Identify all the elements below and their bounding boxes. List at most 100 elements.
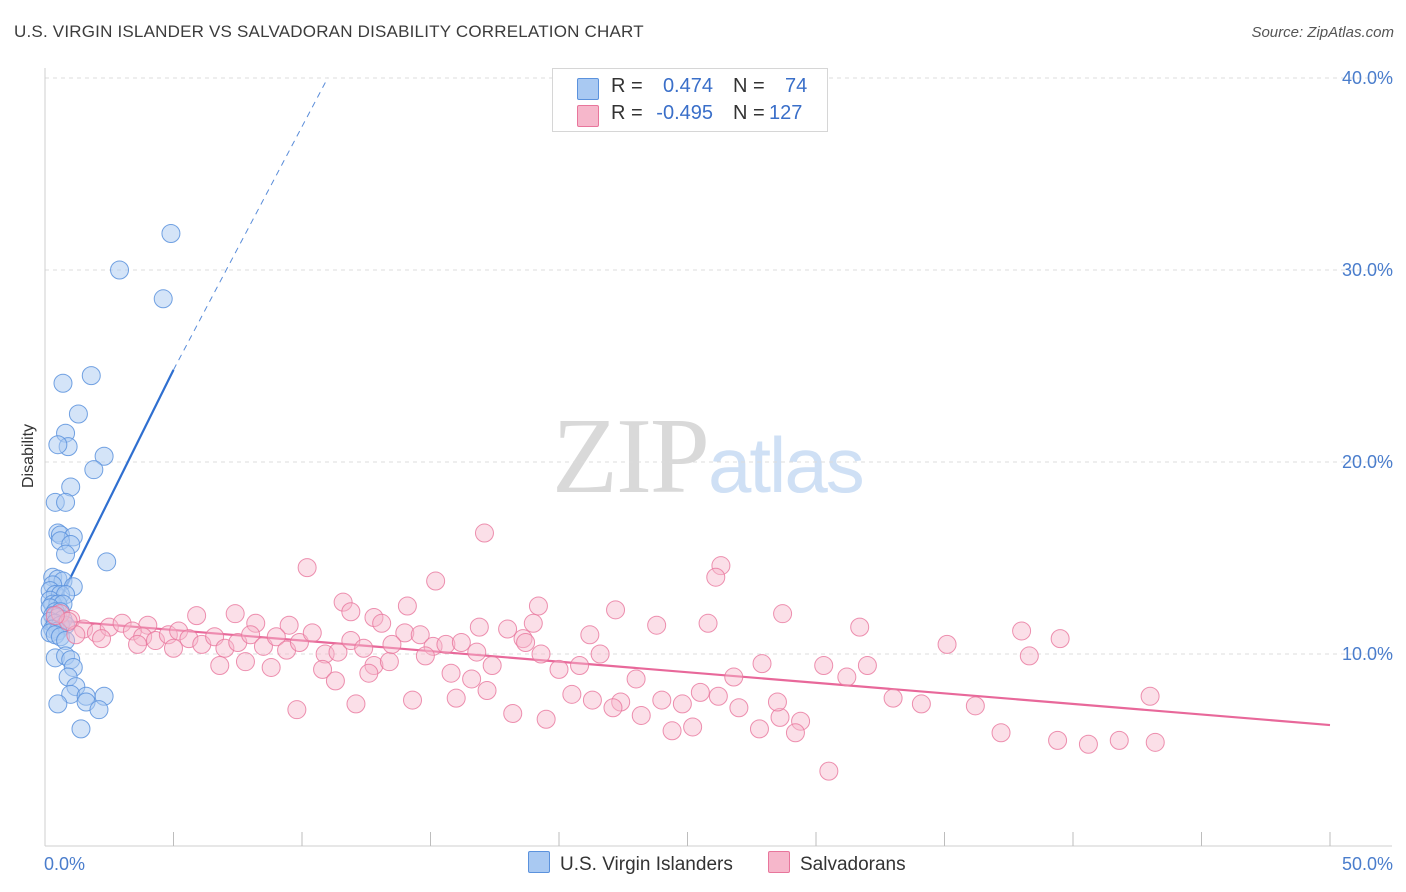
salvadoran-point [562, 684, 582, 704]
y-tick-label: 20.0% [1342, 452, 1393, 472]
salvadoran-point [523, 613, 543, 633]
salvadoran-point [991, 723, 1011, 743]
salvadoran-point [662, 721, 682, 741]
salvadoran-point [580, 625, 600, 645]
salvadoran-point [313, 659, 333, 679]
salvadoran-point [937, 634, 957, 654]
salvadoran-point [603, 698, 623, 718]
tick-labels: 10.0% 20.0% 30.0% 40.0% 0.0% 50.0% [44, 68, 1393, 874]
virgin-islander-point [48, 435, 68, 455]
legend-r-label: R = [611, 75, 643, 97]
salvadoran-point [857, 656, 877, 676]
salvadoran-point [590, 644, 610, 664]
salvadoran-point [814, 656, 834, 676]
salvadoran-point [1109, 730, 1129, 750]
salvadoran-point [372, 613, 392, 633]
salvadoran-point [965, 696, 985, 716]
salvadoran-point [354, 638, 374, 658]
salvadoran-point [451, 632, 471, 652]
legend-swatch-pink [577, 105, 599, 127]
bottom-legend-blue: U.S. Virgin Islanders [528, 851, 733, 876]
salvadoran-point [287, 700, 307, 720]
salvadoran-point [698, 613, 718, 633]
salvadoran-point [261, 657, 281, 677]
salvadoran-point [215, 638, 235, 658]
bottom-legend-label-pink: Salvadorans [800, 854, 906, 875]
salvadoran-point [128, 634, 148, 654]
axes [44, 68, 1392, 847]
bottom-legend-label-blue: U.S. Virgin Islanders [560, 854, 733, 875]
salvadoran-point [395, 623, 415, 643]
salvadoran-point [773, 604, 793, 624]
salvadoran-point [1078, 734, 1098, 754]
salvadoran-point [536, 709, 556, 729]
virgin-islander-trend-extension [173, 77, 329, 371]
salvadoran-point [1048, 730, 1068, 750]
virgin-islander-point [71, 719, 91, 739]
salvadoran-point [467, 642, 487, 662]
salvadoran-point [187, 606, 207, 626]
legend-swatch-blue [577, 78, 599, 100]
salvadoran-point [549, 659, 569, 679]
salvadoran-point [253, 636, 273, 656]
salvadoran-point [706, 567, 726, 587]
watermark: ZIPatlas [552, 392, 865, 519]
salvadoran-point [883, 688, 903, 708]
salvadoran-point [441, 663, 461, 683]
salvadoran-point [74, 619, 94, 639]
salvadoran-point [752, 654, 772, 674]
salvadoran-point [446, 688, 466, 708]
salvadoran-point [606, 600, 626, 620]
legend-n-value: 127 [769, 102, 803, 124]
salvadoran-point [382, 634, 402, 654]
salvadoran-point [770, 707, 790, 727]
salvadoran-point [469, 617, 489, 637]
salvadoran-point [86, 623, 106, 643]
salvadoran-point [708, 686, 728, 706]
salvadoran-point [169, 621, 189, 641]
legend-row-blue: R = 0.474 N = 74 [553, 75, 827, 101]
y-tick-label: 30.0% [1342, 260, 1393, 280]
salvadoran-point [210, 656, 230, 676]
salvadoran-point [711, 556, 731, 576]
legend-n-value: 74 [785, 75, 808, 97]
salvadoran-point [474, 523, 494, 543]
y-tick-label: 40.0% [1342, 68, 1393, 88]
salvadoran-point [791, 711, 811, 731]
salvadoran-point [241, 625, 261, 645]
salvadoran-point [436, 634, 456, 654]
salvadoran-point [364, 608, 384, 628]
virgin-islander-point [84, 460, 104, 480]
x-tick-label: 0.0% [44, 854, 85, 874]
salvadoran-point [1012, 621, 1032, 641]
virgin-islander-point [81, 366, 101, 386]
salvadoran-point [397, 596, 417, 616]
salvadoran-point [302, 623, 322, 643]
salvadoran-point [570, 656, 590, 676]
salvadoran-point [819, 761, 839, 781]
salvadoran-point [528, 596, 548, 616]
salvadoran-point [690, 682, 710, 702]
salvadoran-point [724, 667, 744, 687]
salvadoran-point [346, 694, 366, 714]
salvadoran-point [850, 617, 870, 637]
chart-title: U.S. VIRGIN ISLANDER VS SALVADORAN DISAB… [14, 22, 644, 41]
salvadoran-point [279, 615, 299, 635]
correlation-legend: R = 0.474 N = 74 R = -0.495 N = 127 [552, 68, 828, 132]
salvadoran-point [477, 680, 497, 700]
source-label: Source: ZipAtlas.com [1251, 24, 1394, 41]
salvadoran-point [333, 592, 353, 612]
salvadoran-point [246, 613, 266, 633]
virgin-islander-point [53, 373, 73, 393]
salvadoran-point [683, 717, 703, 737]
virgin-islander-point [94, 446, 114, 466]
salvadoran-point [611, 692, 631, 712]
salvadoran-point [626, 669, 646, 689]
salvadoran-point [225, 604, 245, 624]
salvadoran-point [911, 694, 931, 714]
salvadoran-point [179, 629, 199, 649]
salvadoran-point [92, 629, 112, 649]
virgin-islander-point [48, 694, 68, 714]
virgin-islander-point [161, 224, 181, 244]
